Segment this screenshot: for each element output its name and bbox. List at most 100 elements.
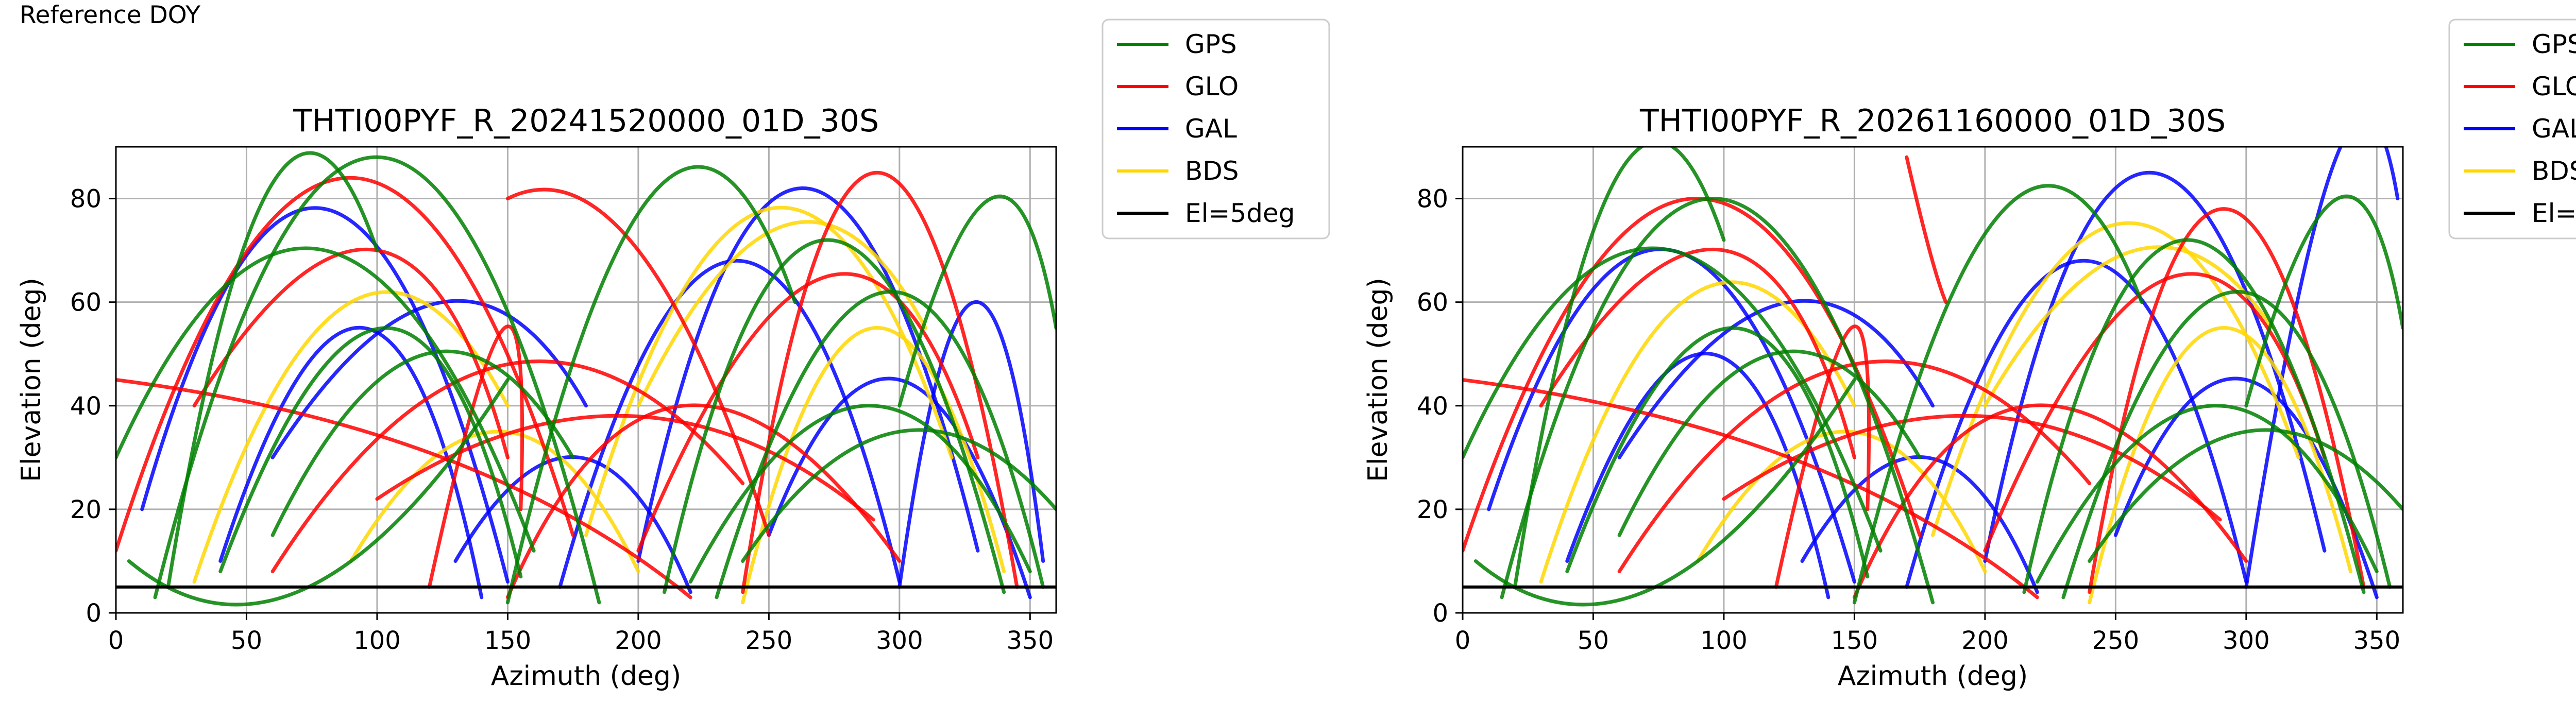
arc-gps xyxy=(218,326,523,579)
chart-title: THTI00PYF_R_20241520000_01D_30S xyxy=(293,103,879,139)
arc-glo xyxy=(2088,207,2366,594)
y-tick-label: 40 xyxy=(1417,392,1448,421)
y-tick-label: 0 xyxy=(1432,599,1448,628)
x-tick-label: 300 xyxy=(876,626,923,655)
arc-gps xyxy=(166,151,379,589)
arc-glo xyxy=(505,187,771,537)
arc-gal xyxy=(636,186,980,563)
y-axis-label: Elevation (deg) xyxy=(1363,278,1394,482)
legend-label-el5deg: El=5deg xyxy=(2532,198,2576,228)
arc-bds xyxy=(584,205,954,537)
arc-gps xyxy=(116,246,536,553)
page-title: Reference DOY xyxy=(20,1,200,29)
x-tick-label: 350 xyxy=(2353,626,2400,655)
x-tick-label: 150 xyxy=(1831,626,1878,655)
arc-gps xyxy=(153,155,601,605)
arc-glo xyxy=(1983,272,2327,553)
arc-gal xyxy=(558,259,902,589)
arc-glo xyxy=(270,359,745,574)
legend-label-gps: GPS xyxy=(1185,29,1237,59)
arc-gal xyxy=(1800,455,2039,594)
legend-label-el5deg: El=5deg xyxy=(1185,198,1295,228)
x-tick-label: 300 xyxy=(2223,626,2270,655)
arc-gps xyxy=(1463,246,1883,553)
arc-gps xyxy=(663,238,1006,594)
x-tick-label: 200 xyxy=(615,626,662,655)
legend-label-gal: GAL xyxy=(1185,114,1237,144)
series-layer xyxy=(1463,147,2403,607)
arc-bds xyxy=(192,290,510,584)
arc-glo xyxy=(1539,247,1856,459)
arc-gps xyxy=(715,290,1045,599)
arc-gps xyxy=(2022,238,2366,594)
arc-gal xyxy=(897,300,1045,589)
arc-gal xyxy=(2244,147,2400,589)
y-tick-label: 80 xyxy=(1417,185,1448,214)
arc-gps xyxy=(688,404,1032,584)
arc-glo xyxy=(116,176,575,553)
arc-gal xyxy=(1983,170,2327,563)
legend-label-glo: GLO xyxy=(1185,72,1239,101)
plot-frame xyxy=(1462,146,2404,614)
arc-bds xyxy=(1983,245,2275,408)
x-tick-label: 150 xyxy=(484,626,532,655)
arc-glo xyxy=(1722,414,2222,522)
x-tick-label: 50 xyxy=(1578,626,1609,655)
arc-gps xyxy=(2035,404,2379,584)
arc-bds xyxy=(2088,326,2353,605)
legend-label-glo: GLO xyxy=(2532,72,2576,101)
arc-gal xyxy=(1487,247,1856,584)
y-tick-label: 20 xyxy=(70,495,101,524)
arc-gal xyxy=(453,455,692,594)
arc-gps xyxy=(1617,349,1922,537)
arc-gal xyxy=(140,206,510,584)
legend-label-gps: GPS xyxy=(2532,29,2576,59)
arc-glo xyxy=(505,403,902,599)
chart-skyplot-2024: THTI00PYF_R_20241520000_01D_30S 0 50 100 150… xyxy=(16,19,1330,692)
x-tick-label: 100 xyxy=(1700,626,1748,655)
x-tick-label: 50 xyxy=(231,626,262,655)
x-tick-label: 200 xyxy=(1961,626,2009,655)
arc-glo xyxy=(116,378,692,599)
arc-gps xyxy=(270,349,575,537)
arc-gps xyxy=(1513,147,1726,589)
legend: GPS GLO GAL BDS El=5deg xyxy=(1101,19,1330,239)
arc-gal xyxy=(767,376,1032,599)
x-axis-label: Azimuth (deg) xyxy=(491,661,681,692)
legend-label-gal: GAL xyxy=(2532,114,2576,144)
y-tick-label: 20 xyxy=(1417,495,1448,524)
legend-label-bds: BDS xyxy=(2532,156,2576,186)
arc-gps xyxy=(2088,428,2403,563)
arc-gps xyxy=(1565,326,1870,579)
y-tick-label: 60 xyxy=(1417,288,1448,317)
y-tick-label: 0 xyxy=(86,599,101,628)
chart-title: THTI00PYF_R_20261160000_01D_30S xyxy=(1639,103,2226,139)
x-tick-label: 250 xyxy=(2092,626,2140,655)
x-tick-label: 0 xyxy=(108,626,124,655)
arc-gps xyxy=(1852,184,2144,605)
chart-skyplot-2026: THTI00PYF_R_20261160000_01D_30S 0 50 100 150… xyxy=(1363,19,2576,692)
plot-frame xyxy=(115,146,1057,614)
arc-bds xyxy=(741,326,1006,605)
y-tick-label: 60 xyxy=(70,288,101,317)
arc-glo xyxy=(636,272,980,553)
arc-bds xyxy=(1931,221,2300,537)
arc-gal xyxy=(1617,299,1935,459)
y-axis-label: Elevation (deg) xyxy=(16,278,47,482)
arc-gps xyxy=(1500,197,1935,605)
legend: GPS GLO GAL BDS El=5deg xyxy=(2448,19,2576,239)
arc-gps xyxy=(2244,194,2403,408)
x-tick-label: 350 xyxy=(1006,626,1054,655)
y-tick-label: 80 xyxy=(70,185,101,214)
series-layer xyxy=(116,151,1056,607)
legend-label-bds: BDS xyxy=(1185,156,1239,186)
arc-glo xyxy=(1463,378,2039,599)
grid xyxy=(1463,147,2403,613)
x-tick-label: 0 xyxy=(1455,626,1471,655)
arc-gps xyxy=(2061,290,2392,599)
arc-glo xyxy=(1905,155,1948,304)
x-tick-label: 250 xyxy=(745,626,793,655)
x-axis-label: Azimuth (deg) xyxy=(1838,661,2028,692)
y-tick-label: 40 xyxy=(70,392,101,421)
arc-gps xyxy=(505,165,797,605)
